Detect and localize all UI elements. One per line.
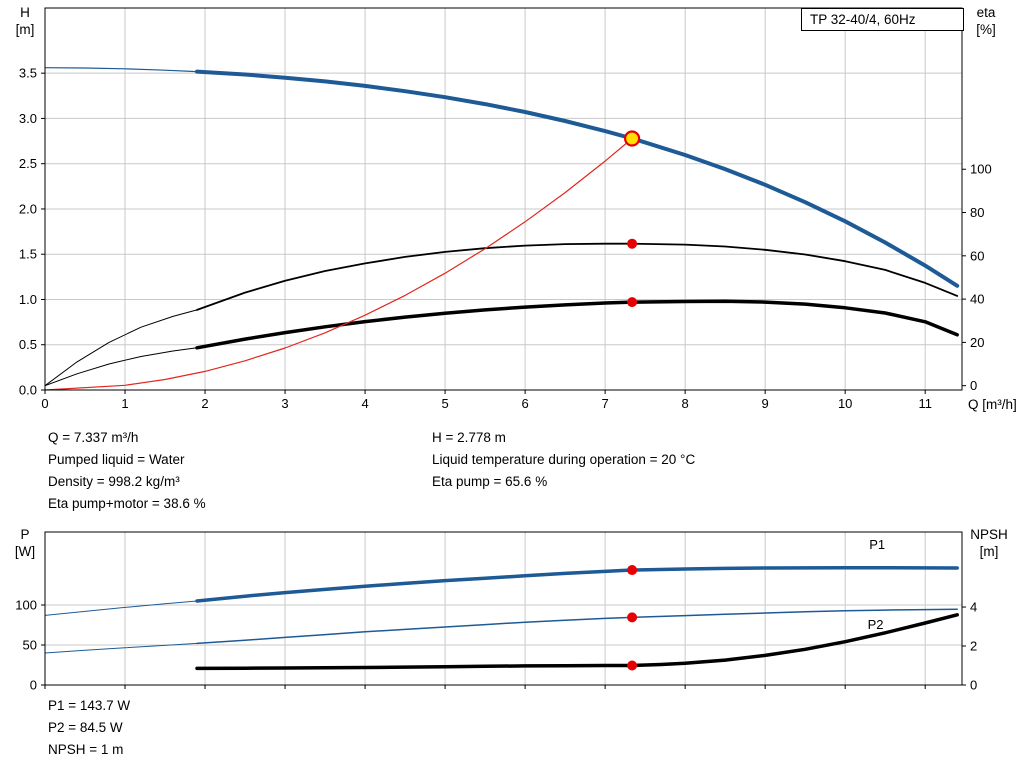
x-tick-label: 5: [441, 396, 448, 411]
operating-point-dot: [627, 660, 638, 671]
pumped-liquid-value: Pumped liquid = Water: [48, 452, 185, 467]
power-npsh-data: P1 = 143.7 W P2 = 84.5 W NPSH = 1 m: [48, 695, 130, 761]
p-axis-title: P [W]: [8, 526, 42, 560]
y-right-tick-label: 100: [970, 162, 992, 177]
x-tick-label: 10: [838, 396, 852, 411]
duty-point-marker[interactable]: [623, 130, 641, 147]
curve-label-p1: P1: [869, 537, 885, 552]
eta-axis-title: eta [%]: [966, 4, 1006, 38]
curve-label-p2: P2: [868, 617, 884, 632]
h-axis-unit: [m]: [15, 22, 35, 37]
operating-point-dot: [627, 297, 638, 308]
npsh-value: NPSH = 1 m: [48, 742, 124, 757]
head-curve: [195, 69, 960, 288]
y-right-tick-label: 20: [970, 335, 984, 350]
x-tick-label: 11: [918, 396, 932, 411]
qh-eta-chart: 0 1 2 3 4 5 6 7 8 9 10 11 0.0 0.5 1.0 1.5 2.0 2.5 3.0 3.5 0 2…: [19, 7, 992, 411]
x-tick-label: 1: [121, 396, 128, 411]
y-left-tick-label: 1.0: [19, 292, 37, 307]
pump-model-box: TP 32-40/4, 60Hz: [801, 8, 964, 31]
operating-data-right: H = 2.778 m Liquid temperature during op…: [432, 427, 695, 493]
p2-curve: [196, 608, 958, 645]
eta-pump-motor-curve-lead: [44, 347, 198, 387]
eta-axis-unit: [%]: [976, 22, 996, 37]
y-right-tick-label: 0: [970, 678, 977, 693]
x-tick-label: 9: [762, 396, 769, 411]
x-tick-label: 4: [361, 396, 368, 411]
q-axis-title: Q [m³/h]: [968, 397, 1017, 412]
p2-curve-lead: [44, 642, 198, 654]
y-left-tick-label: 100: [15, 598, 37, 613]
eta-pump-curve-lead: [44, 309, 198, 387]
eta-axis-symbol: eta: [976, 5, 996, 20]
y-left-tick-label: 0.5: [19, 337, 37, 352]
npsh-curve: [195, 613, 959, 671]
h-axis-title: H [m]: [8, 4, 42, 38]
operating-data-left: Q = 7.337 m³/h Pumped liquid = Water Den…: [48, 427, 206, 515]
npsh-axis-title: NPSH [m]: [964, 526, 1014, 560]
y-left-tick-label: 3.5: [19, 66, 37, 81]
y-right-tick-label: 80: [970, 205, 984, 220]
operating-point-dot: [627, 565, 638, 576]
flow-value: Q = 7.337 m³/h: [48, 430, 139, 445]
p-axis-unit: [W]: [14, 544, 36, 559]
y-right-tick-label: 40: [970, 292, 984, 307]
y-left-tick-label: 2.0: [19, 201, 37, 216]
x-tick-label: 3: [281, 396, 288, 411]
y-left-tick-label: 0: [30, 678, 37, 693]
eta-pump-motor-value: Eta pump+motor = 38.6 %: [48, 496, 206, 511]
x-tick-label: 0: [41, 396, 48, 411]
head-curve-lead: [44, 67, 198, 73]
x-tick-label: 2: [201, 396, 208, 411]
y-right-tick-label: 4: [970, 600, 977, 615]
npsh-axis-unit: [m]: [979, 544, 999, 559]
y-right-tick-label: 0: [970, 378, 977, 393]
plot-frame: [44, 531, 963, 686]
power-npsh-chart: 0 50 100 0 2 4 P1 P2: [15, 531, 977, 693]
y-right-tick-label: 60: [970, 248, 984, 263]
eta-pump-curve: [196, 242, 959, 311]
x-tick-label: 8: [682, 396, 689, 411]
x-tick-label: 6: [521, 396, 528, 411]
y-left-tick-label: 50: [23, 638, 37, 653]
p2-value: P2 = 84.5 W: [48, 720, 123, 735]
y-left-tick-label: 1.5: [19, 247, 37, 262]
operating-point-dot: [627, 612, 638, 623]
y-left-tick-label: 0.0: [19, 383, 37, 398]
p1-curve-lead: [44, 600, 198, 616]
eta-pump-motor-curve: [195, 299, 959, 350]
h-axis-symbol: H: [20, 5, 30, 20]
p1-value: P1 = 143.7 W: [48, 698, 131, 713]
y-left-tick-label: 3.0: [19, 111, 37, 126]
x-tick-label: 7: [602, 396, 609, 411]
density-value: Density = 998.2 kg/m³: [48, 474, 180, 489]
y-left-tick-label: 2.5: [19, 156, 37, 171]
eta-pump-value: Eta pump = 65.6 %: [432, 474, 548, 489]
p-axis-symbol: P: [20, 527, 30, 542]
y-right-tick-label: 2: [970, 639, 977, 654]
operating-point-dot: [627, 238, 638, 249]
plot-frame: [44, 7, 963, 391]
head-value: H = 2.778 m: [432, 430, 506, 445]
system-curve: [44, 137, 633, 391]
p1-curve: [195, 566, 959, 603]
npsh-axis-symbol: NPSH: [970, 527, 1008, 542]
liquid-temperature-value: Liquid temperature during operation = 20…: [432, 452, 696, 467]
